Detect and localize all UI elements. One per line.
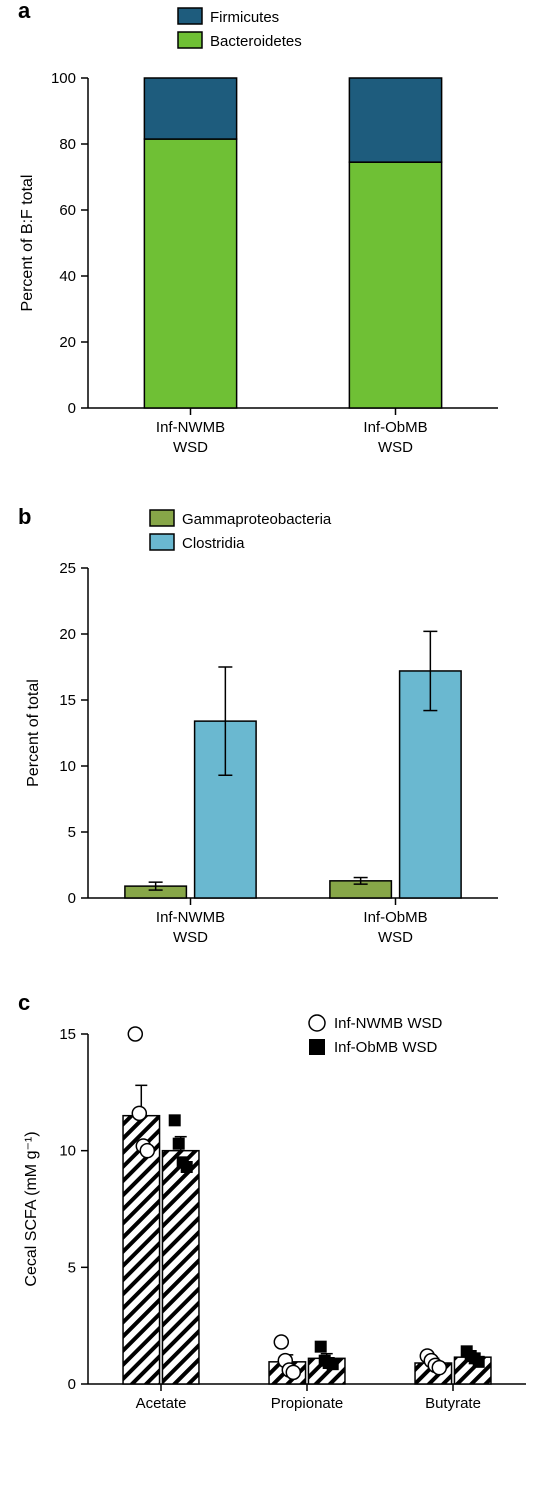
category-label: Butyrate bbox=[425, 1395, 481, 1412]
y-tick-label: 15 bbox=[59, 692, 76, 709]
y-tick-label: 80 bbox=[59, 136, 76, 153]
legend-marker-square bbox=[309, 1039, 325, 1055]
bar bbox=[144, 78, 236, 139]
legend-swatch bbox=[178, 8, 202, 24]
legend-label: Inf-NWMB WSD bbox=[334, 1015, 442, 1032]
legend-label: Firmicutes bbox=[210, 9, 279, 26]
bar bbox=[123, 1116, 160, 1384]
bar bbox=[162, 1151, 199, 1384]
data-point-circle bbox=[132, 1106, 146, 1120]
data-point-square bbox=[181, 1161, 193, 1173]
panel-a-label: a bbox=[18, 0, 31, 23]
data-point-square bbox=[173, 1138, 185, 1150]
y-axis-label: Percent of B:F total bbox=[19, 175, 36, 312]
y-tick-label: 0 bbox=[68, 1376, 76, 1393]
panel-b-label: b bbox=[18, 504, 31, 529]
y-tick-label: 0 bbox=[68, 890, 76, 907]
legend-label: Clostridia bbox=[182, 535, 245, 552]
bar bbox=[144, 139, 236, 408]
y-tick-label: 20 bbox=[59, 334, 76, 351]
y-tick-label: 100 bbox=[51, 70, 76, 87]
figure-svg: aFirmicutesBacteroidetes020406080100Perc… bbox=[0, 0, 538, 1501]
category-label: Acetate bbox=[136, 1395, 187, 1412]
data-point-circle bbox=[128, 1027, 142, 1041]
category-sublabel: WSD bbox=[173, 929, 208, 946]
category-sublabel: WSD bbox=[173, 439, 208, 456]
bar bbox=[349, 162, 441, 408]
bar bbox=[349, 78, 441, 162]
legend-swatch bbox=[178, 32, 202, 48]
legend-label: Bacteroidetes bbox=[210, 33, 302, 50]
y-tick-label: 0 bbox=[68, 400, 76, 417]
data-point-square bbox=[327, 1358, 339, 1370]
y-tick-label: 25 bbox=[59, 560, 76, 577]
y-axis-label: Percent of total bbox=[25, 679, 42, 787]
panel-c-label: c bbox=[18, 990, 30, 1015]
legend-marker-circle bbox=[309, 1015, 325, 1031]
category-label: Inf-ObMB bbox=[363, 909, 427, 926]
category-sublabel: WSD bbox=[378, 929, 413, 946]
data-point-square bbox=[169, 1114, 181, 1126]
category-sublabel: WSD bbox=[378, 439, 413, 456]
y-tick-label: 10 bbox=[59, 1143, 76, 1160]
y-tick-label: 5 bbox=[68, 1259, 76, 1276]
figure: aFirmicutesBacteroidetes020406080100Perc… bbox=[0, 0, 538, 1506]
y-tick-label: 15 bbox=[59, 1026, 76, 1043]
data-point-circle bbox=[140, 1144, 154, 1158]
category-label: Inf-NWMB bbox=[156, 419, 225, 436]
data-point-square bbox=[315, 1341, 327, 1353]
y-tick-label: 5 bbox=[68, 824, 76, 841]
data-point-circle bbox=[286, 1365, 300, 1379]
y-tick-label: 60 bbox=[59, 202, 76, 219]
data-point-circle bbox=[274, 1335, 288, 1349]
y-tick-label: 20 bbox=[59, 626, 76, 643]
category-label: Inf-ObMB bbox=[363, 419, 427, 436]
y-tick-label: 10 bbox=[59, 758, 76, 775]
category-label: Propionate bbox=[271, 1395, 344, 1412]
category-label: Inf-NWMB bbox=[156, 909, 225, 926]
legend-label: Gammaproteobacteria bbox=[182, 511, 332, 528]
legend-swatch bbox=[150, 534, 174, 550]
data-point-square bbox=[473, 1356, 485, 1368]
y-tick-label: 40 bbox=[59, 268, 76, 285]
legend-label: Inf-ObMB WSD bbox=[334, 1039, 438, 1056]
legend-swatch bbox=[150, 510, 174, 526]
data-point-circle bbox=[432, 1361, 446, 1375]
y-axis-label: Cecal SCFA (mM g⁻¹) bbox=[23, 1131, 40, 1286]
